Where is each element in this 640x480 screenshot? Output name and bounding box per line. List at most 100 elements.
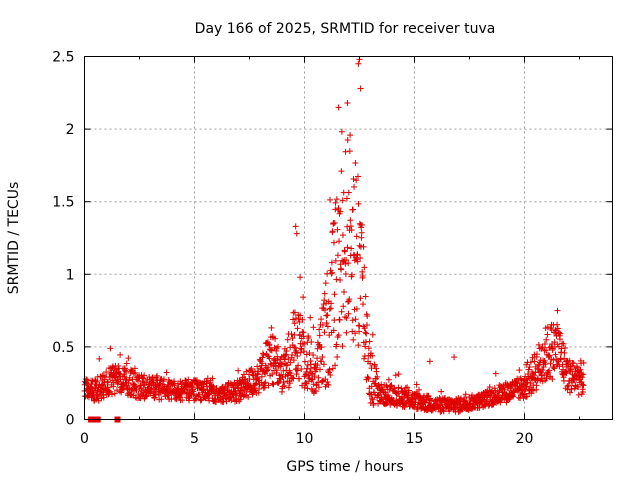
data-point [123, 360, 130, 367]
data-point [322, 307, 329, 314]
data-point [577, 366, 584, 373]
data-point [287, 359, 294, 366]
data-point [286, 367, 293, 374]
data-point [501, 386, 508, 393]
data-point [290, 357, 297, 364]
data-point [324, 312, 331, 319]
data-point [305, 372, 312, 379]
data-point [367, 350, 374, 357]
data-point [209, 375, 216, 382]
data-point [321, 329, 328, 336]
data-point [557, 356, 564, 363]
data-point [342, 313, 349, 320]
data-point [335, 205, 342, 212]
data-point [337, 277, 344, 284]
data-point [348, 227, 355, 234]
data-point [526, 363, 533, 370]
y-axis-title: SRMTID / TECUs [6, 182, 22, 295]
data-point [311, 373, 318, 380]
data-point [566, 389, 573, 396]
data-point [451, 354, 458, 361]
data-point [313, 388, 320, 395]
data-point [334, 226, 341, 233]
data-point [329, 269, 336, 276]
data-point [294, 352, 301, 359]
data-point [541, 357, 548, 364]
data-point [368, 395, 375, 402]
data-point [307, 358, 314, 365]
data-point [349, 206, 356, 213]
data-point [110, 383, 117, 390]
data-point [331, 317, 338, 324]
data-point [579, 374, 586, 381]
data-point [388, 382, 395, 389]
data-point [358, 234, 365, 241]
data-point [324, 378, 331, 385]
data-point [323, 319, 330, 326]
data-point [329, 228, 336, 235]
data-point [533, 351, 540, 358]
data-point [133, 386, 140, 393]
data-point [122, 367, 129, 374]
data-point [297, 312, 304, 319]
data-point [410, 403, 417, 410]
data-point [329, 365, 336, 372]
data-point [345, 310, 352, 317]
data-point [371, 362, 378, 369]
data-point [561, 344, 568, 351]
data-point [281, 382, 288, 389]
data-point [245, 394, 252, 401]
data-point [297, 274, 304, 281]
data-point [316, 326, 323, 333]
data-point [248, 365, 255, 372]
data-point [365, 345, 372, 352]
data-point [301, 358, 308, 365]
data-point [348, 271, 355, 278]
data-point [374, 373, 381, 380]
data-point [346, 296, 353, 303]
data-point [99, 372, 106, 379]
data-point [535, 341, 542, 348]
data-point [231, 379, 238, 386]
data-point [339, 197, 346, 204]
data-point [260, 352, 267, 359]
data-point [228, 388, 235, 395]
data-point [188, 383, 195, 390]
data-point [385, 376, 392, 383]
data-point [209, 395, 216, 402]
data-point [558, 345, 565, 352]
data-point [291, 344, 298, 351]
data-point [361, 264, 368, 271]
data-point [354, 258, 361, 265]
data-point [100, 394, 107, 401]
x-tick-label: 0 [80, 431, 89, 447]
data-point [357, 254, 364, 261]
data-point [123, 376, 130, 383]
data-point [319, 354, 326, 361]
data-point [357, 295, 364, 302]
data-point [305, 335, 312, 342]
data-point [560, 377, 567, 384]
data-point [356, 328, 363, 335]
data-point [359, 268, 366, 275]
data-point [274, 353, 281, 360]
data-point [355, 173, 362, 180]
data-point [256, 386, 263, 393]
data-point [330, 327, 337, 334]
data-point [237, 396, 244, 403]
data-point [210, 383, 217, 390]
data-point [108, 391, 115, 398]
y-tick-label: 1.5 [52, 195, 74, 211]
data-point [308, 338, 315, 345]
data-point [333, 341, 340, 348]
data-point [352, 159, 359, 166]
data-point [531, 372, 538, 379]
data-point [334, 354, 341, 361]
data-point [361, 325, 368, 332]
data-point [125, 355, 132, 362]
data-point [304, 362, 311, 369]
data-point [160, 376, 167, 383]
data-point [310, 324, 317, 331]
data-point [117, 351, 124, 358]
data-point [289, 351, 296, 358]
